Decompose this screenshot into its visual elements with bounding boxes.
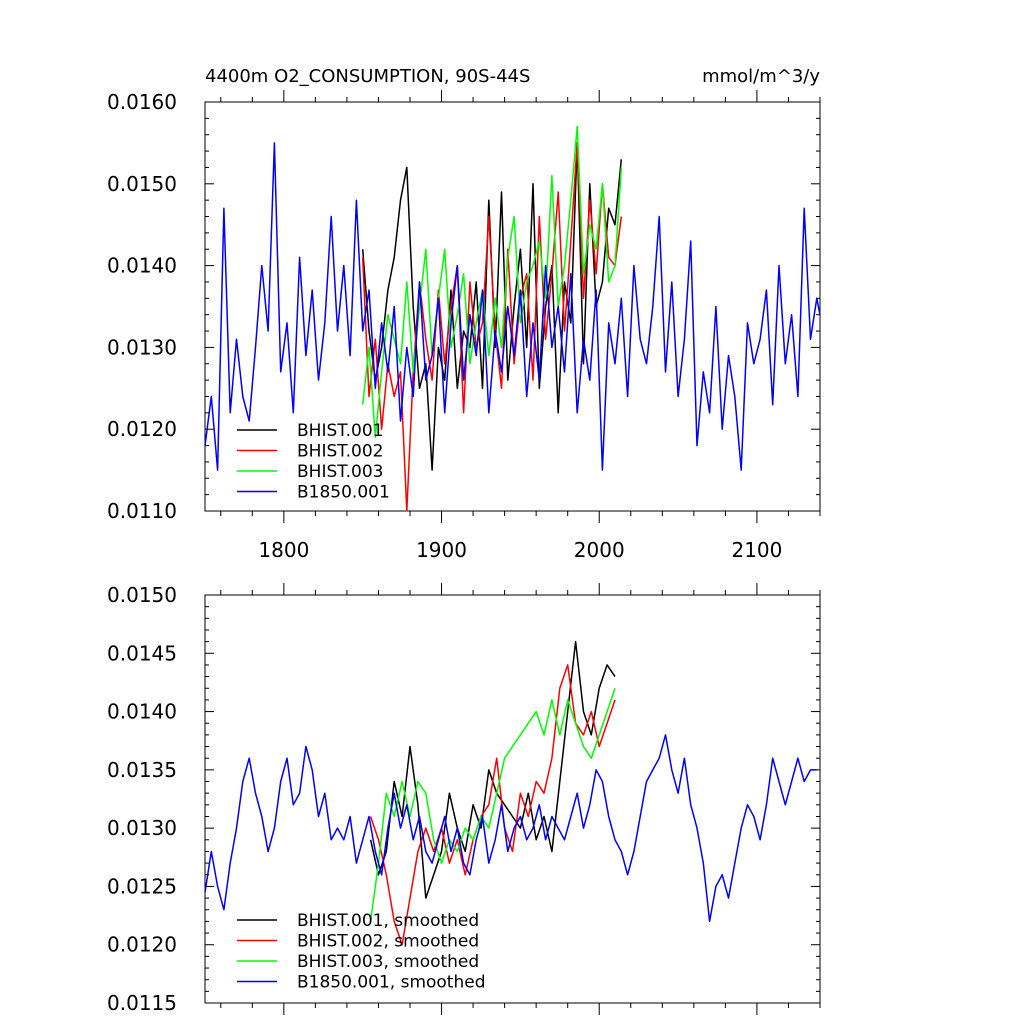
y-tick-label: 0.0110 xyxy=(107,499,177,523)
y-tick-label: 0.0115 xyxy=(107,991,177,1015)
legend-label: BHIST.003, smoothed xyxy=(297,952,479,972)
chart-title: 4400m O2_CONSUMPTION, 90S-44S xyxy=(205,66,530,87)
y-tick-label: 0.0130 xyxy=(107,335,177,359)
series-line xyxy=(361,142,623,512)
ticks-bottom-panel: 0.0115 0.0120 0.0125 0.0130 0.0135 0.0140 0.01… xyxy=(107,583,821,1015)
x-tick-label: 1800 xyxy=(258,538,309,562)
y-tick-label: 0.0120 xyxy=(107,417,177,441)
y-tick-label: 0.0125 xyxy=(107,874,177,898)
series-line xyxy=(361,125,623,439)
legend-label: BHIST.002 xyxy=(297,442,383,462)
series-line xyxy=(369,640,616,899)
y-tick-label: 0.0130 xyxy=(107,816,177,840)
series-lines-bottom-panel xyxy=(204,640,817,946)
legend-label: BHIST.001 xyxy=(297,421,383,441)
series-line xyxy=(361,142,623,471)
y-tick-label: 0.0120 xyxy=(107,933,177,957)
legend-label: B1850.001 xyxy=(297,483,390,503)
y-tick-label: 0.0145 xyxy=(107,641,177,665)
top-panel: 4400m O2_CONSUMPTION, 90S-44S mmol/m^3/y… xyxy=(107,66,821,562)
x-tick-label: 2000 xyxy=(574,538,625,562)
legend-label: BHIST.002, smoothed xyxy=(297,932,479,952)
legend-label: BHIST.003 xyxy=(297,462,383,482)
y-tick-label: 0.0150 xyxy=(107,583,177,607)
x-tick-label: 2100 xyxy=(731,538,782,562)
legend-label: BHIST.001, smoothed xyxy=(297,911,479,931)
y-tick-label: 0.0150 xyxy=(107,172,177,196)
series-line xyxy=(204,734,817,923)
legend-label: B1850.001, smoothed xyxy=(297,973,486,993)
y-tick-label: 0.0140 xyxy=(107,254,177,278)
bottom-panel: 0.0115 0.0120 0.0125 0.0130 0.0135 0.0140 0.01… xyxy=(107,583,821,1015)
y-tick-label: 0.0160 xyxy=(107,90,177,114)
series-line xyxy=(369,688,616,922)
x-tick-label: 1900 xyxy=(416,538,467,562)
series-line xyxy=(204,142,821,471)
series-line xyxy=(369,664,616,946)
series-lines-top-panel xyxy=(204,125,821,512)
plot-frame xyxy=(204,594,821,1004)
plot-frame xyxy=(204,101,821,512)
ticks-top-panel: 0.0110 0.0120 0.0130 0.0140 0.0150 0.0160 1800… xyxy=(107,90,821,562)
units-label: mmol/m^3/y xyxy=(702,66,820,87)
y-tick-label: 0.0140 xyxy=(107,700,177,724)
y-tick-label: 0.0135 xyxy=(107,758,177,782)
